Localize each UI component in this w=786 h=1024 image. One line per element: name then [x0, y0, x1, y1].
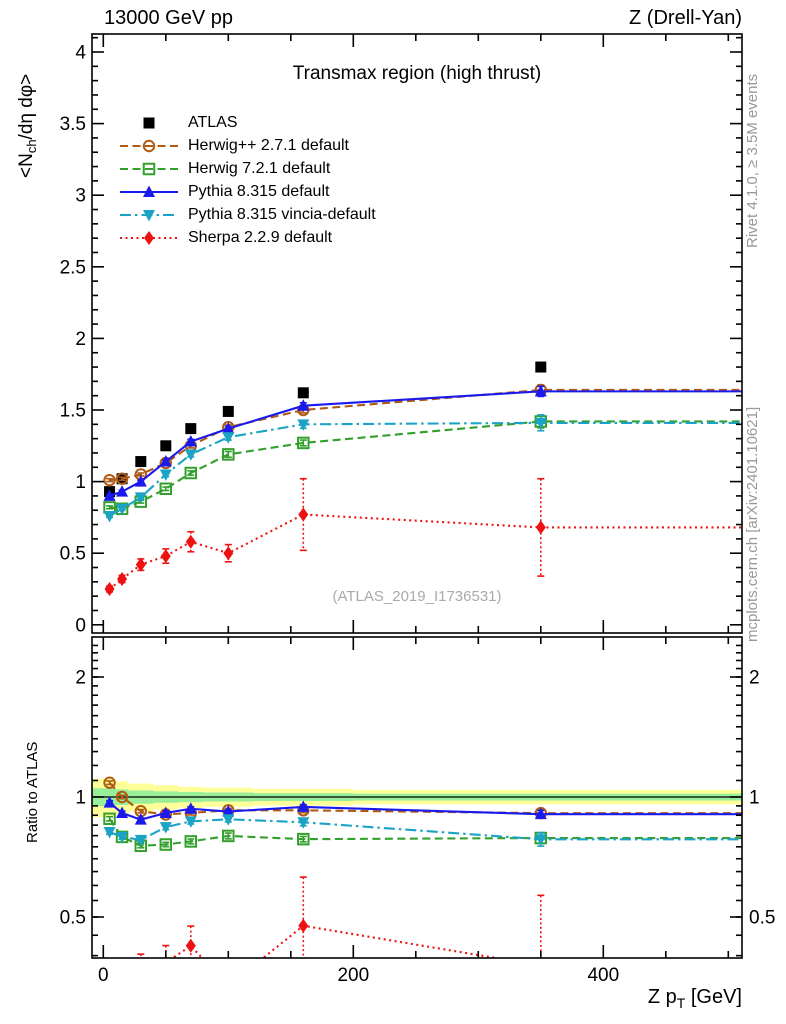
svg-text:0.5: 0.5 [60, 908, 86, 929]
legend-label: Herwig 7.2.1 default [188, 160, 331, 177]
vincia-marker-icon [118, 207, 180, 223]
legend-item-herwig7: Herwig 7.2.1 default [118, 160, 330, 178]
series-sherpa-2-2-9-default [104, 477, 742, 596]
legend-item-pythia: Pythia 8.315 default [118, 183, 329, 201]
svg-text:1: 1 [75, 472, 86, 493]
svg-text:200: 200 [337, 965, 369, 986]
svg-text:1: 1 [749, 788, 760, 809]
legend-item-atlas: ATLAS [118, 114, 238, 132]
watermark: (ATLAS_2019_I1736531) [332, 588, 502, 605]
ratio-uncertainty-bands [92, 778, 742, 818]
side-note-mcplots: mcplots.cern.ch [arXiv:2401.10621] [744, 406, 761, 642]
svg-text:3.5: 3.5 [60, 114, 86, 135]
legend-item-herwigpp: Herwig++ 2.7.1 default [118, 137, 349, 155]
svg-text:0.5: 0.5 [749, 908, 775, 929]
svg-text:2: 2 [75, 329, 86, 350]
series-herwig-7-2-1-default [103, 414, 742, 516]
series-pythia-8-315-default [103, 384, 742, 501]
series-atlas [104, 361, 547, 498]
legend-label: Herwig++ 2.7.1 default [188, 137, 349, 154]
ratio-axis-title: Ratio to ATLAS [24, 741, 41, 843]
legend-label: Pythia 8.315 vincia-default [188, 206, 376, 223]
x-axis-title-sub: T [676, 995, 686, 1011]
x-axis-title: Z pT [GeV] [648, 986, 742, 1011]
series-herwig-7-2-1-default [103, 812, 742, 853]
svg-text:4: 4 [75, 43, 86, 64]
svg-text:2: 2 [749, 668, 760, 689]
header-beam-energy: 13000 GeV pp [104, 7, 233, 29]
main-panel-series [103, 361, 742, 596]
y-axis-title-sub: ch [24, 139, 39, 154]
series-sherpa-2-2-9-default [137, 876, 545, 958]
series-pythia-8-315-default [103, 796, 742, 825]
series-pythia-8-315-vincia-default [103, 814, 742, 847]
atlas-marker-icon [118, 115, 180, 131]
svg-text:0.5: 0.5 [60, 544, 86, 565]
x-axis-title-post: [GeV] [685, 986, 742, 1008]
y-axis-title: <Nch/dη dφ> [16, 74, 39, 178]
side-note-rivet: Rivet 4.1.0, ≥ 3.5M events [744, 73, 761, 248]
legend-item-vincia: Pythia 8.315 vincia-default [118, 206, 376, 224]
legend-label: Pythia 8.315 default [188, 183, 330, 200]
svg-text:1: 1 [75, 788, 86, 809]
y-axis-title-post: /dη dφ> [16, 73, 37, 140]
herwig7-marker-icon [118, 161, 180, 177]
svg-text:2: 2 [75, 668, 86, 689]
herwigpp-marker-icon [118, 138, 180, 154]
svg-text:1.5: 1.5 [60, 401, 86, 422]
sherpa-marker-icon [118, 230, 180, 246]
svg-text:3: 3 [75, 186, 86, 207]
plot-title: Transmax region (high thrust) [292, 63, 542, 84]
svg-text:400: 400 [587, 965, 619, 986]
legend-label: Sherpa 2.2.9 default [188, 229, 333, 246]
header-process: Z (Drell-Yan) [629, 7, 742, 29]
x-axis-title-pre: Z p [647, 986, 677, 1008]
series-herwig-2-7-1-default [103, 383, 742, 487]
axis-tick-labels: 0 0.5 1 1.5 2 2.5 3 3.5 4 0 200 400 0.5 0.5 1 1 2 2 [60, 43, 776, 987]
ratio-panel-series [103, 776, 742, 958]
svg-text:0: 0 [98, 965, 109, 986]
axis-ticks [92, 34, 742, 958]
svg-text:2.5: 2.5 [60, 257, 86, 278]
svg-text:0: 0 [75, 615, 86, 636]
legend-item-sherpa: Sherpa 2.2.9 default [118, 229, 332, 247]
pythia-marker-icon [118, 184, 180, 200]
series-pythia-8-315-vincia-default [103, 414, 742, 523]
legend-label: ATLAS [188, 114, 238, 131]
y-axis-title-pre: <N [16, 153, 37, 178]
